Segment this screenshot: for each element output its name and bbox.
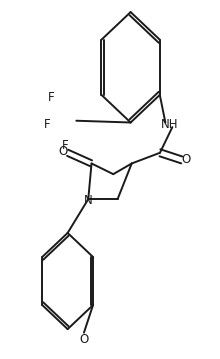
Text: NH: NH <box>161 118 178 131</box>
Text: F: F <box>48 91 55 104</box>
Text: F: F <box>44 118 50 131</box>
Text: O: O <box>58 145 68 158</box>
Text: O: O <box>79 332 89 346</box>
Text: O: O <box>181 153 190 167</box>
Text: N: N <box>84 194 93 208</box>
Text: F: F <box>62 139 69 152</box>
